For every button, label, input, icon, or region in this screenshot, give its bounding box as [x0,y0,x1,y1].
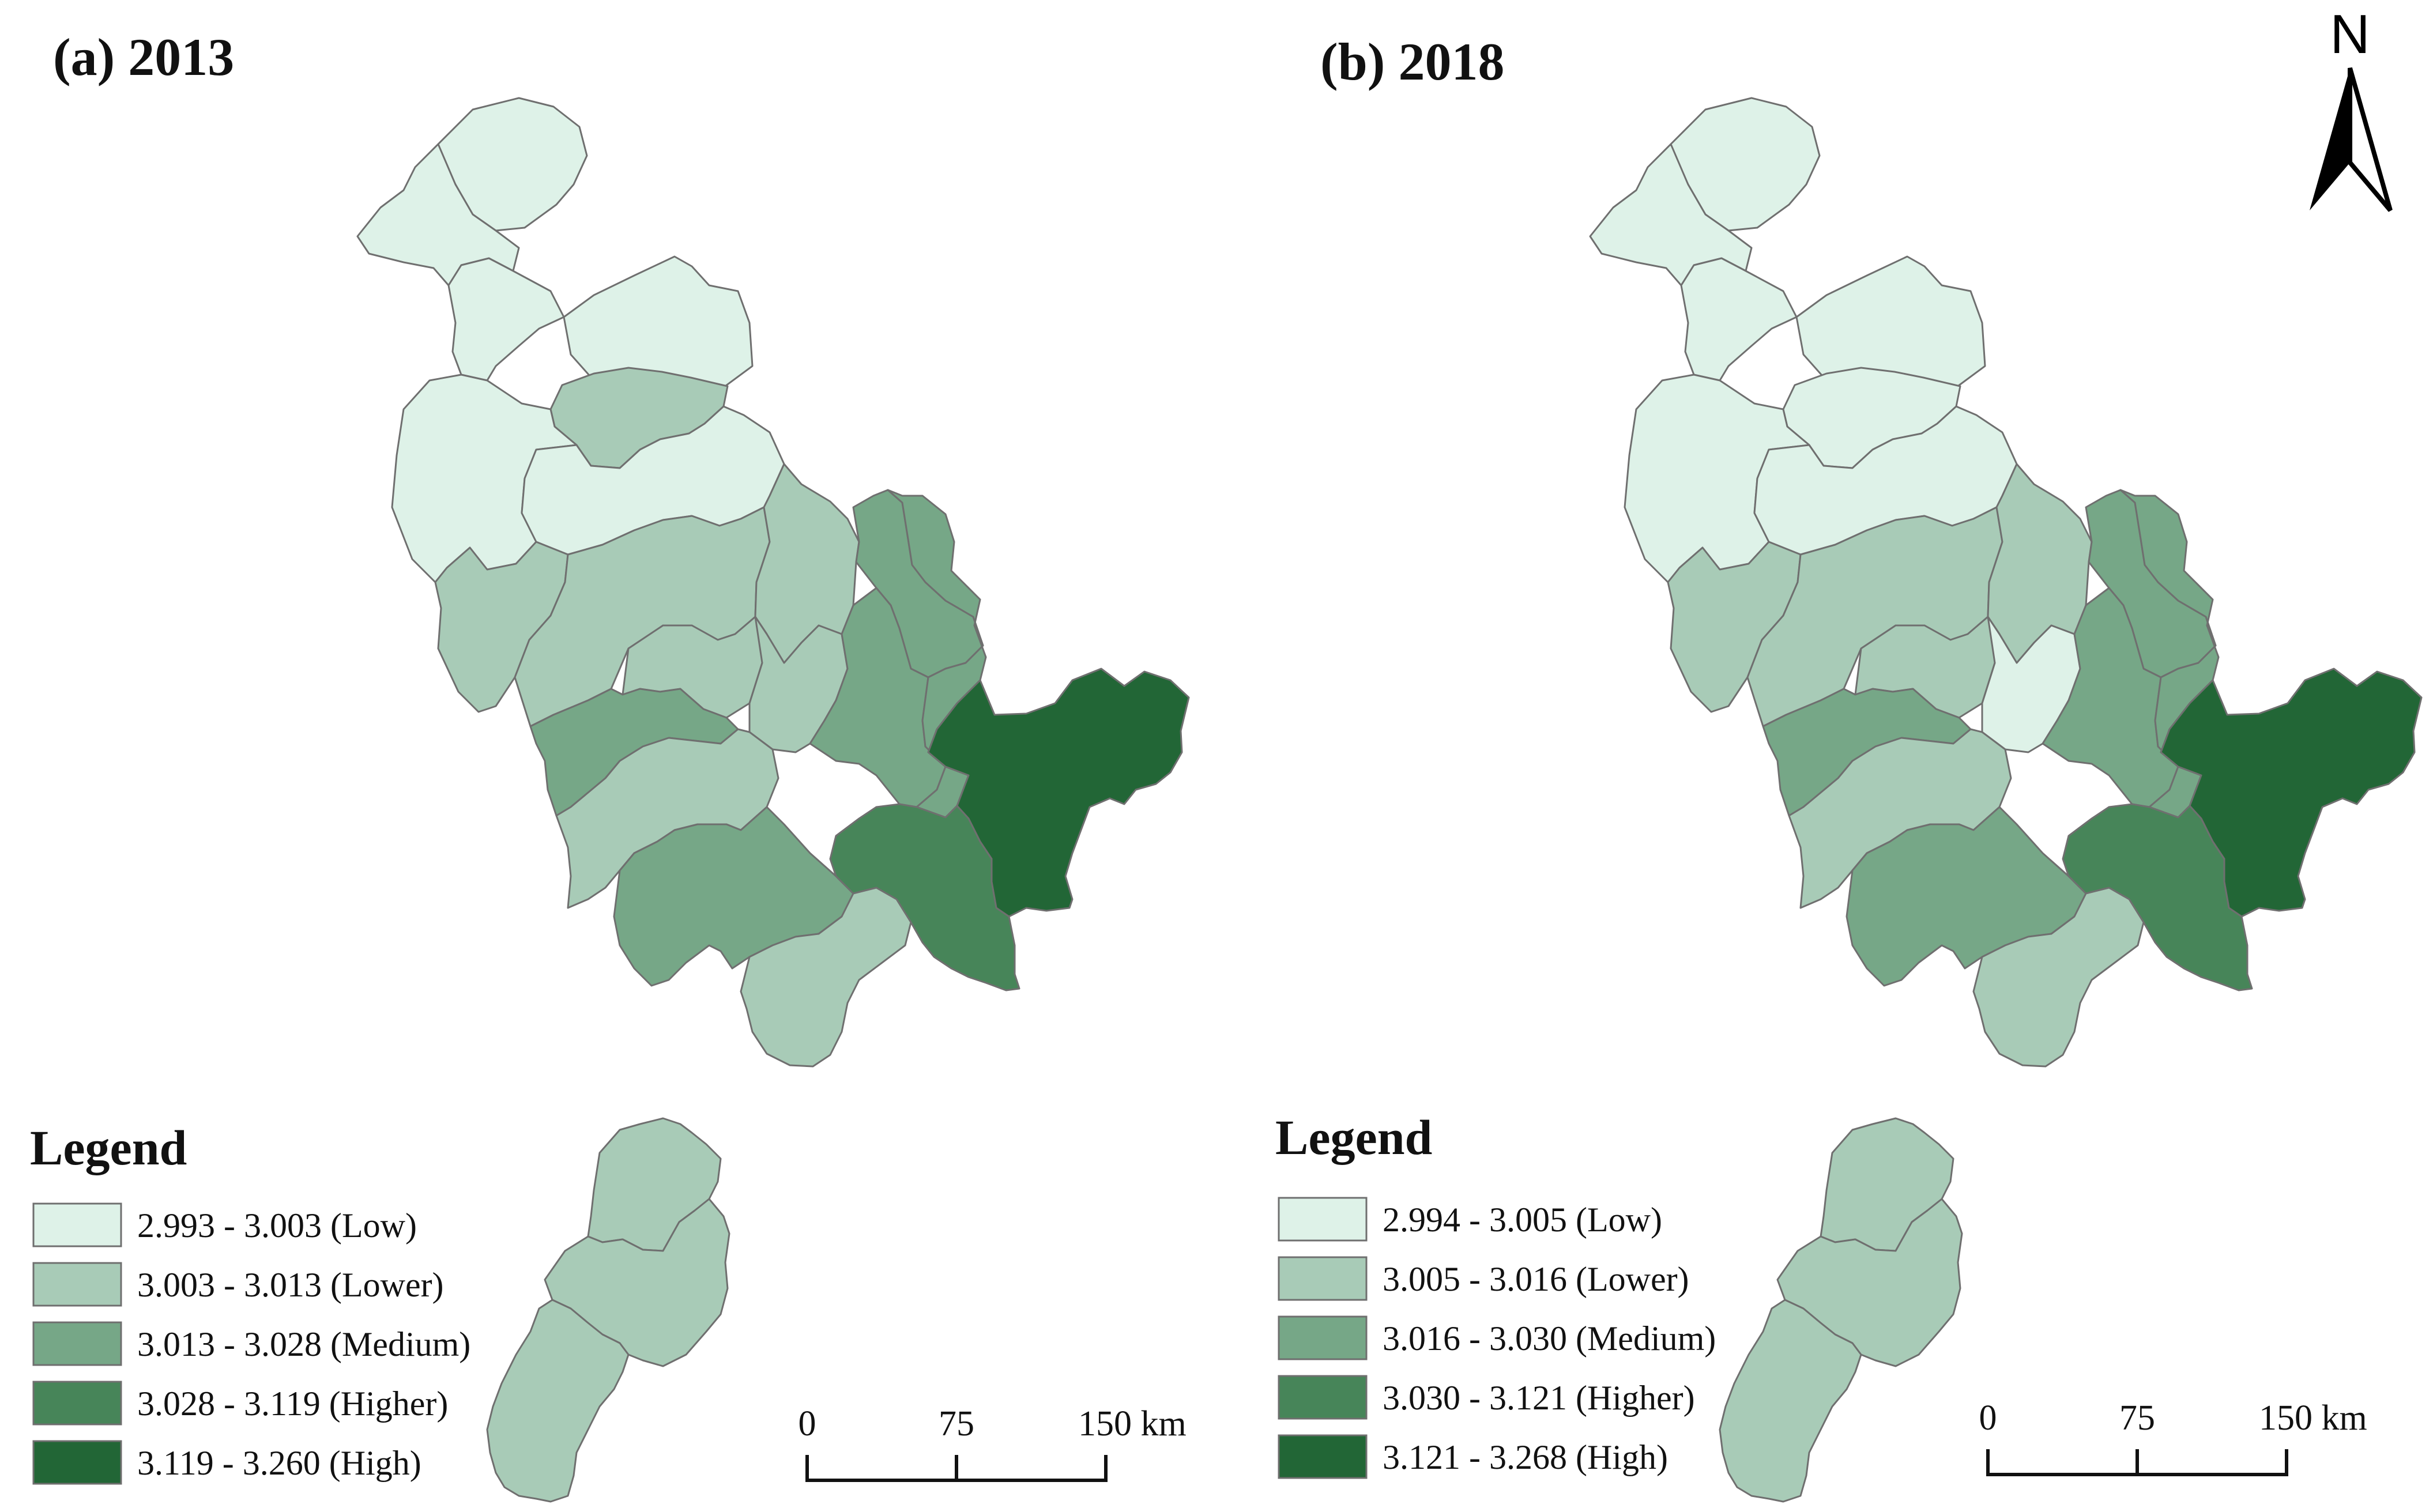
legend-label-2: 3.003 - 3.013 (Lower) [137,1266,444,1304]
map-2013 [356,97,1190,1503]
legend-label-3: 3.013 - 3.028 (Medium) [137,1325,470,1363]
north-arrow: N [2310,3,2393,212]
panel-2013: (a) 2013 Legend 2.993 - 3.003 (Low) 3.003… [30,28,1190,1503]
region-north-mid [1680,257,1798,382]
region-south-tail [740,887,912,1068]
scale-bar-line [805,1455,1108,1482]
scale-bar-line [1986,1449,2288,1476]
panel-title-2018: (b) 2018 [1320,32,1504,91]
scale-label-2: 75 [939,1404,974,1443]
north-arrow-right-half [2348,67,2393,212]
panel-title-2013: (a) 2013 [53,28,234,86]
legend-label-1: 2.994 - 3.005 (Low) [1383,1201,1662,1239]
legend-swatch-4 [32,1381,122,1426]
legend-label-1: 2.993 - 3.003 (Low) [137,1206,417,1245]
north-arrow-label: N [2330,3,2370,65]
region-north-mid [447,257,565,382]
scale-label-3: 150 km [1078,1404,1187,1443]
north-arrow-left-half [2310,68,2350,210]
scale-label-2: 75 [2119,1398,2155,1438]
legend-swatch-1 [32,1202,122,1247]
scale-label-1: 0 [799,1404,816,1443]
region-south-tail [1972,887,2145,1068]
legend-label-5: 3.121 - 3.268 (High) [1383,1438,1668,1476]
scale-bar-2013: 0 75 150 km [799,1404,1187,1482]
legend-2013: 2.993 - 3.003 (Low) 3.003 - 3.013 (Lower)… [32,1202,470,1485]
legend-title-2018: Legend [1275,1110,1432,1165]
scale-bar-2018: 0 75 150 km [1979,1398,2367,1476]
legend-label-4: 3.030 - 3.121 (Higher) [1383,1379,1695,1417]
legend-2018: 2.994 - 3.005 (Low) 3.005 - 3.016 (Lower)… [1278,1197,1716,1479]
legend-swatch-4 [1278,1375,1368,1420]
legend-title-2013: Legend [30,1120,187,1175]
legend-label-3: 3.016 - 3.030 (Medium) [1383,1319,1716,1358]
legend-swatch-2 [32,1262,122,1307]
region-enclave-s [1719,1299,1862,1503]
legend-label-2: 3.005 - 3.016 (Lower) [1383,1260,1689,1298]
legend-swatch-2 [1278,1256,1368,1301]
panel-2018: (b) 2018 Legend 2.994 - 3.005 (Low) 3.005… [1275,32,2423,1503]
legend-swatch-3 [1278,1315,1368,1360]
map-2018 [1589,97,2423,1503]
scale-label-3: 150 km [2259,1398,2367,1438]
legend-label-5: 3.119 - 3.260 (High) [137,1444,421,1482]
legend-label-4: 3.028 - 3.119 (Higher) [137,1385,448,1423]
legend-swatch-5 [32,1440,122,1485]
scale-label-1: 0 [1979,1398,1997,1438]
legend-swatch-5 [1278,1434,1368,1479]
legend-swatch-1 [1278,1197,1368,1242]
region-enclave-s [486,1299,630,1503]
legend-swatch-3 [32,1321,122,1366]
